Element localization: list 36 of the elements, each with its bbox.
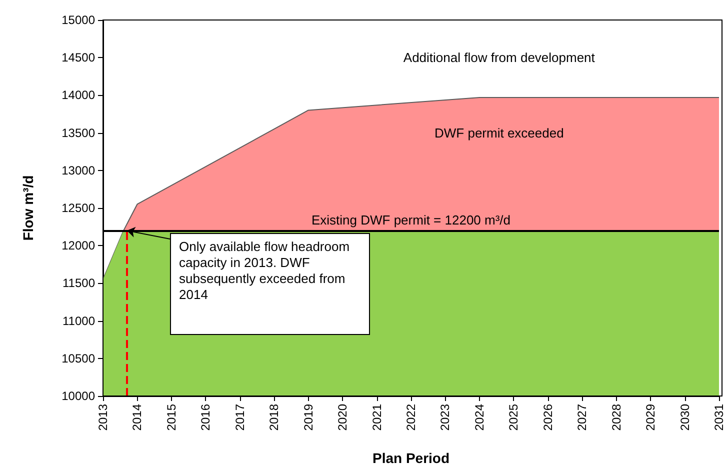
x-tick-label: 2025: [506, 404, 521, 431]
x-tick-label: 2023: [438, 404, 452, 431]
x-tick-label: 2029: [644, 404, 658, 431]
x-tick-label: 2017: [232, 404, 247, 431]
y-tick-label: 13500: [62, 126, 96, 140]
y-tick-label: 10000: [62, 389, 96, 403]
y-tick-label: 12000: [62, 238, 96, 253]
x-axis-title: Plan Period: [372, 450, 450, 466]
x-tick-label: 2028: [609, 404, 624, 431]
x-tick-label: 2026: [540, 404, 555, 431]
annotation: Additional flow from development: [403, 50, 596, 66]
x-tick-label: 2027: [575, 404, 590, 431]
y-tick-label: 12500: [62, 201, 96, 215]
note-box: Only available flow headroom capacity in 2013. DWF subsequently exceeded from 2014: [170, 233, 370, 335]
x-tick-label: 2014: [130, 404, 144, 431]
x-tick-label: 2024: [472, 404, 486, 431]
x-tick-label: 2015: [164, 404, 178, 431]
y-tick-label: 14000: [62, 88, 96, 102]
ref-line-label: Existing DWF permit = 12200 m³/d: [311, 212, 511, 228]
y-tick-label: 15000: [62, 13, 96, 27]
x-tick-label: 2030: [678, 404, 692, 431]
y-tick-label: 11000: [62, 314, 96, 328]
x-tick-label: 2021: [370, 404, 384, 431]
y-tick-label: 14500: [62, 50, 96, 65]
x-tick-label: 2016: [198, 404, 213, 431]
y-tick-label: 13000: [62, 163, 96, 178]
y-tick-label: 10500: [62, 351, 96, 366]
x-tick-label: 2022: [404, 404, 418, 431]
y-tick-label: 11500: [62, 276, 96, 290]
y-axis-title: Flow m³/d: [20, 175, 36, 241]
annotation: DWF permit exceeded: [434, 125, 564, 140]
x-tick-label: 2019: [301, 404, 316, 431]
x-tick-label: 2013: [96, 404, 110, 431]
x-tick-label: 2031: [712, 404, 725, 431]
x-tick-label: 2020: [336, 404, 350, 431]
x-tick-label: 2018: [267, 404, 282, 431]
